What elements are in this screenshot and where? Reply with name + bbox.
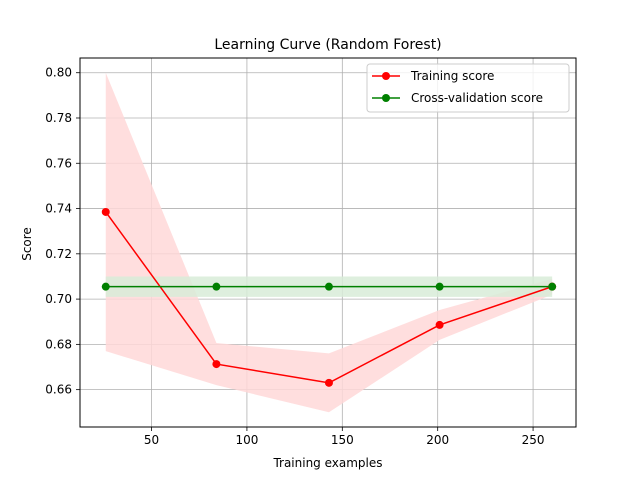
- legend: Training score Cross-validation score: [366, 63, 570, 113]
- legend-marker-training: [382, 72, 390, 80]
- point-series-1: [324, 282, 333, 291]
- y-axis-label: Score: [20, 227, 34, 261]
- chart-title: Learning Curve (Random Forest): [214, 37, 441, 53]
- series-markers: [101, 207, 557, 387]
- y-tick-label: 0.70: [45, 292, 72, 306]
- x-tick-label: 100: [235, 433, 258, 447]
- y-tick-label: 0.78: [45, 111, 72, 125]
- legend-label-training: Training score: [410, 69, 494, 83]
- legend-label-cv: Cross-validation score: [411, 91, 543, 105]
- y-tick-label: 0.80: [45, 66, 72, 80]
- x-tick-label: 150: [331, 433, 354, 447]
- y-tick-label: 0.66: [45, 383, 72, 397]
- legend-box: [366, 63, 570, 113]
- y-tick-label: 0.72: [45, 247, 72, 261]
- x-tick-label: 200: [426, 433, 449, 447]
- point-series-1: [101, 282, 110, 291]
- x-axis-ticks: 50 100 150 200 250: [144, 427, 545, 447]
- y-tick-label: 0.74: [45, 202, 72, 216]
- point-series-1: [435, 282, 444, 291]
- x-tick-label: 50: [144, 433, 159, 447]
- x-tick-label: 250: [522, 433, 545, 447]
- point-series-1: [548, 282, 557, 291]
- point-series-0: [101, 207, 110, 216]
- y-axis-ticks: 0.66 0.68 0.70 0.72 0.74 0.76 0.78 0.80: [45, 66, 80, 397]
- plot-frame: [79, 57, 577, 428]
- y-tick-label: 0.68: [45, 337, 72, 351]
- point-series-0: [435, 320, 444, 329]
- point-series-0: [212, 360, 221, 369]
- point-series-1: [212, 282, 221, 291]
- point-series-0: [324, 378, 333, 387]
- legend-marker-cv: [382, 94, 390, 102]
- y-tick-label: 0.76: [45, 156, 72, 170]
- x-axis-label: Training examples: [272, 456, 382, 470]
